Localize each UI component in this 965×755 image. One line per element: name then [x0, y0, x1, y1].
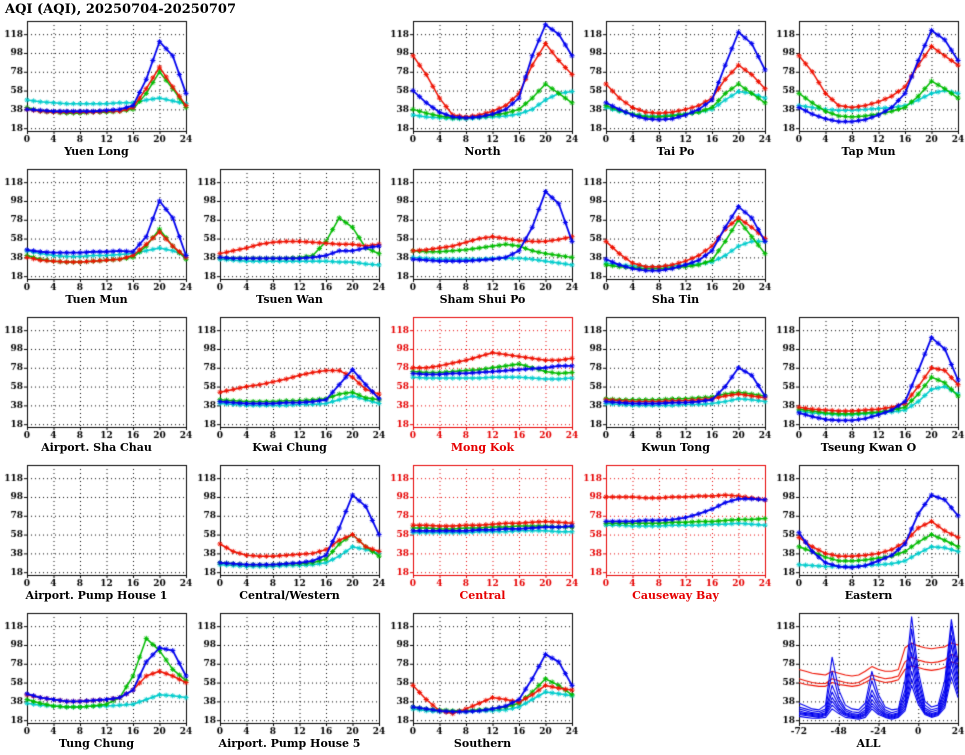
station-label: Kwai Chung — [252, 441, 327, 454]
station-label: Yuen Long — [64, 145, 129, 158]
station-label: Tap Mun — [841, 145, 896, 158]
chart-canvas-sha-tin — [579, 162, 772, 295]
panel-kwun-tong: Kwun Tong — [579, 310, 772, 458]
chart-grid: Yuen Long North Tai Po Tap Mun Tuen Mun Tsuen… — [0, 14, 965, 754]
panel-all: ALL — [772, 606, 965, 754]
station-label: Central/Western — [239, 589, 340, 602]
station-label: Mong Kok — [450, 441, 515, 454]
chart-canvas-north — [386, 14, 579, 147]
station-label: Sham Shui Po — [439, 293, 526, 306]
panel-sham-shui-po: Sham Shui Po — [386, 162, 579, 310]
station-label: Eastern — [844, 589, 893, 602]
panel-tai-po: Tai Po — [579, 14, 772, 162]
chart-canvas-tseung-kwan-o — [772, 310, 965, 443]
chart-canvas-kwai-chung — [193, 310, 386, 443]
station-label: Southern — [453, 737, 512, 750]
chart-canvas-central-western — [193, 458, 386, 591]
empty-cell — [579, 606, 772, 754]
chart-canvas-airport-pump-house-5 — [193, 606, 386, 739]
station-label: Tai Po — [656, 145, 695, 158]
station-label: Tseung Kwan O — [820, 441, 917, 454]
chart-canvas-all — [772, 606, 965, 739]
chart-canvas-eastern — [772, 458, 965, 591]
station-label: Tung Chung — [58, 737, 135, 750]
chart-canvas-yuen-long — [0, 14, 193, 147]
panel-tseung-kwan-o: Tseung Kwan O — [772, 310, 965, 458]
panel-yuen-long: Yuen Long — [0, 14, 193, 162]
page-title: AQI (AQI), 20250704-20250707 — [5, 2, 236, 17]
chart-canvas-southern — [386, 606, 579, 739]
panel-north: North — [386, 14, 579, 162]
chart-canvas-tai-po — [579, 14, 772, 147]
station-label: Causeway Bay — [632, 589, 719, 602]
empty-cell — [193, 14, 386, 162]
station-label: Airport. Pump House 1 — [25, 589, 168, 602]
chart-canvas-airport-sha-chau — [0, 310, 193, 443]
panel-airport-pump-house-5: Airport. Pump House 5 — [193, 606, 386, 754]
panel-causeway-bay: Causeway Bay — [579, 458, 772, 606]
station-label: Kwun Tong — [641, 441, 710, 454]
chart-canvas-airport-pump-house-1 — [0, 458, 193, 591]
chart-canvas-tung-chung — [0, 606, 193, 739]
panel-central-western: Central/Western — [193, 458, 386, 606]
panel-tung-chung: Tung Chung — [0, 606, 193, 754]
chart-canvas-causeway-bay — [579, 458, 772, 591]
chart-canvas-mong-kok — [386, 310, 579, 443]
station-label: ALL — [856, 737, 881, 750]
chart-canvas-tuen-mun — [0, 162, 193, 295]
panel-tap-mun: Tap Mun — [772, 14, 965, 162]
chart-canvas-tsuen-wan — [193, 162, 386, 295]
panel-eastern: Eastern — [772, 458, 965, 606]
panel-tuen-mun: Tuen Mun — [0, 162, 193, 310]
panel-central: Central — [386, 458, 579, 606]
panel-tsuen-wan: Tsuen Wan — [193, 162, 386, 310]
panel-southern: Southern — [386, 606, 579, 754]
station-label: Airport. Pump House 5 — [218, 737, 361, 750]
station-label: Tsuen Wan — [256, 293, 323, 306]
chart-canvas-sham-shui-po — [386, 162, 579, 295]
chart-canvas-tap-mun — [772, 14, 965, 147]
station-label: Airport. Sha Chau — [41, 441, 152, 454]
panel-airport-sha-chau: Airport. Sha Chau — [0, 310, 193, 458]
station-label: Sha Tin — [651, 293, 700, 306]
empty-cell — [772, 162, 965, 310]
chart-canvas-central — [386, 458, 579, 591]
station-label: Central — [459, 589, 506, 602]
panel-airport-pump-house-1: Airport. Pump House 1 — [0, 458, 193, 606]
chart-canvas-kwun-tong — [579, 310, 772, 443]
panel-kwai-chung: Kwai Chung — [193, 310, 386, 458]
station-label: Tuen Mun — [65, 293, 128, 306]
panel-mong-kok: Mong Kok — [386, 310, 579, 458]
station-label: North — [464, 145, 501, 158]
panel-sha-tin: Sha Tin — [579, 162, 772, 310]
